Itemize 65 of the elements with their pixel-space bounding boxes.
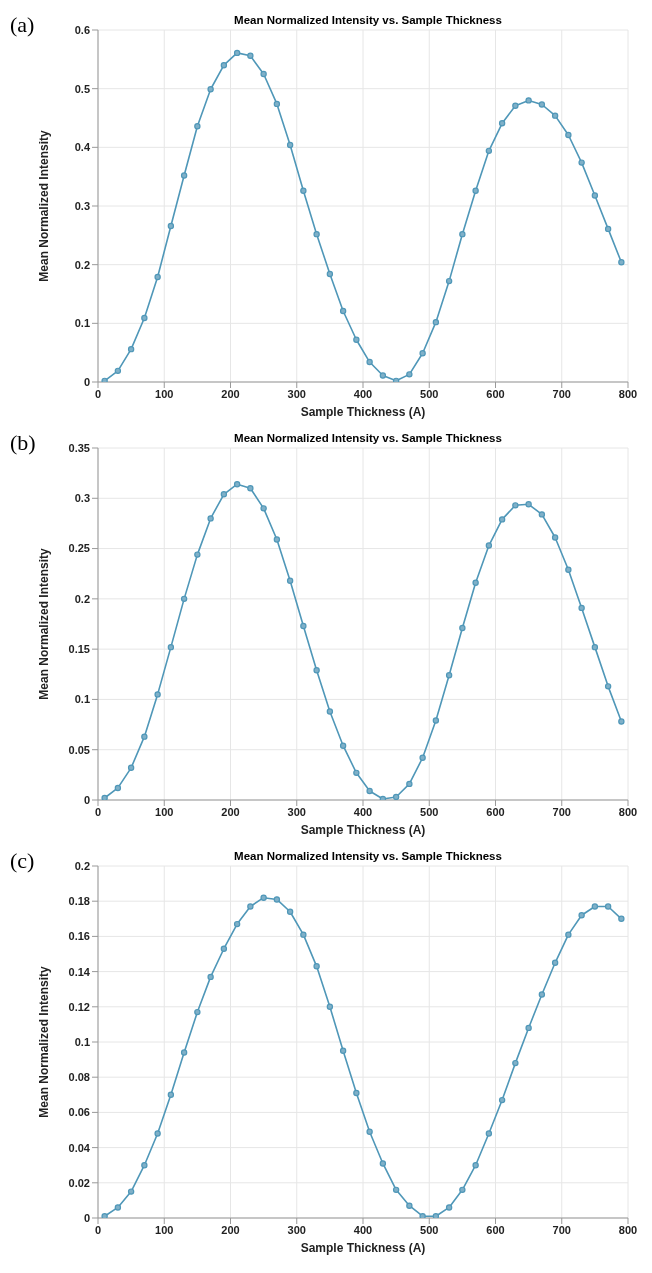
x-tick-label: 0 — [94, 805, 102, 818]
x-tick-label: 600 — [486, 387, 505, 400]
y-tick-label: 0.6 — [74, 23, 90, 36]
x-tick-label: 800 — [618, 805, 638, 818]
y-tick-label: 0.3 — [74, 492, 90, 505]
y-tick-label: 0 — [83, 375, 90, 388]
y-tick-label: 0.3 — [74, 199, 90, 212]
y-axis-title: Mean Normalized Intensity — [37, 548, 52, 700]
y-axis-title: Mean Normalized Intensity — [37, 130, 52, 282]
x-tick-label: 600 — [486, 805, 505, 818]
y-tick-label: 0.06 — [68, 1106, 90, 1119]
y-tick-label: 0.02 — [68, 1176, 90, 1189]
x-axis-title: Sample Thickness (A) — [300, 1241, 426, 1255]
y-tick-label: 0.18 — [68, 895, 90, 908]
x-axis-title: Sample Thickness (A) — [300, 823, 426, 837]
y-tick-label: 0.12 — [68, 1000, 90, 1013]
y-tick-label: 0 — [83, 793, 90, 806]
x-tick-label: 100 — [155, 805, 174, 818]
y-tick-label: 0.35 — [68, 441, 90, 454]
y-tick-label: 0.4 — [74, 141, 91, 154]
x-tick-label: 700 — [552, 805, 571, 818]
x-tick-label: 500 — [420, 805, 439, 818]
text: (a) — [10, 12, 35, 38]
y-tick-label: 0.08 — [68, 1071, 90, 1084]
text: (c) — [10, 848, 35, 874]
x-tick-label: 100 — [155, 1223, 174, 1236]
chart-title: Mean Normalized Intensity vs. Sample Thickness — [233, 432, 503, 444]
y-tick-label: 0.25 — [68, 542, 90, 555]
x-tick-label: 700 — [552, 1223, 571, 1236]
x-tick-label: 800 — [618, 387, 638, 400]
x-tick-label: 200 — [221, 387, 240, 400]
y-tick-label: 0.1 — [74, 693, 90, 706]
y-tick-label: 0.04 — [68, 1141, 91, 1154]
x-tick-label: 400 — [353, 387, 373, 400]
y-tick-label: 0.5 — [74, 82, 90, 95]
x-tick-label: 0 — [94, 387, 102, 400]
y-tick-label: 0.16 — [68, 930, 90, 943]
x-tick-label: 200 — [221, 1223, 240, 1236]
x-tick-label: 400 — [353, 1223, 373, 1236]
x-tick-label: 500 — [420, 387, 439, 400]
x-axis-title: Sample Thickness (A) — [300, 405, 426, 419]
x-tick-label: 100 — [155, 387, 174, 400]
x-tick-label: 800 — [618, 1223, 638, 1236]
x-tick-label: 500 — [420, 1223, 439, 1236]
text: (b) — [10, 430, 36, 456]
x-tick-label: 300 — [287, 387, 306, 400]
y-tick-label: 0.2 — [74, 859, 90, 872]
y-tick-label: 0.2 — [74, 592, 90, 605]
y-tick-label: 0 — [83, 1211, 90, 1224]
y-axis-title: Mean Normalized Intensity — [37, 966, 52, 1118]
x-tick-label: 300 — [287, 805, 306, 818]
y-tick-label: 0.14 — [68, 965, 91, 978]
x-tick-label: 200 — [221, 805, 240, 818]
y-tick-label: 0.1 — [74, 317, 90, 330]
y-tick-label: 0.05 — [68, 743, 90, 756]
chart-title: Mean Normalized Intensity vs. Sample Thickness — [233, 14, 503, 26]
y-tick-label: 0.15 — [68, 643, 90, 656]
y-tick-label: 0.1 — [74, 1035, 90, 1048]
x-tick-label: 600 — [486, 1223, 505, 1236]
x-tick-label: 300 — [287, 1223, 306, 1236]
x-tick-label: 400 — [353, 805, 373, 818]
chart-title: Mean Normalized Intensity vs. Sample Thickness — [233, 850, 503, 862]
x-tick-label: 700 — [552, 387, 571, 400]
y-tick-label: 0.2 — [74, 258, 90, 271]
x-tick-label: 0 — [94, 1223, 102, 1236]
